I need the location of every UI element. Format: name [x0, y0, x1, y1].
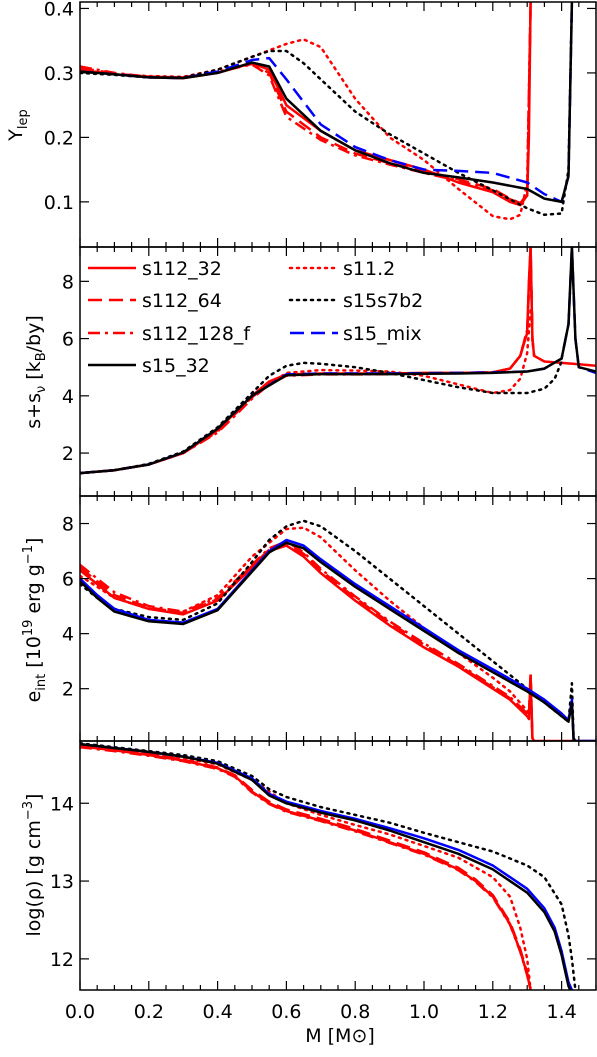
- legend-label-s112_64: s112_64: [142, 290, 222, 312]
- series-entropy-s15s7b2: [80, 360, 563, 475]
- ytick-labels-energy: 2 4 6 8: [62, 514, 74, 701]
- legend-label-s15s7b2: s15s7b2: [343, 290, 423, 312]
- ytick-label-yleptons: 0.3: [44, 63, 74, 85]
- xlabel: M [M⊙]: [305, 1025, 375, 1047]
- series-layer-density: [80, 742, 577, 990]
- ytick-labels-density: 12 13 14: [50, 793, 74, 971]
- ytick-labels-entropy: 2 4 6 8: [62, 271, 74, 465]
- panel-energy: 2 4 6 8: [62, 495, 597, 742]
- legend: s112_32 s11.2 s112_64 s15s7b2 s112_128_f s15_…: [88, 258, 423, 377]
- ytick-label-entropy: 4: [62, 386, 74, 408]
- legend-label-s11.2: s11.2: [343, 258, 395, 280]
- panel-yleptons: 0.1 0.2 0.3 0.4: [44, 0, 597, 248]
- axes-frame-density: [79, 740, 597, 991]
- series-density-s112_32: [80, 745, 532, 990]
- ytick-label-density: 13: [50, 871, 74, 893]
- series-layer-energy: [80, 519, 596, 741]
- ylabel-yleptons: Ylep: [5, 109, 31, 141]
- ytick-label-entropy: 8: [62, 271, 74, 293]
- series-layer-yleptons: [80, 2, 574, 221]
- series-energy-s112_128_f: [80, 540, 534, 739]
- series-yleptons-s11.2: [80, 2, 532, 221]
- series-energy-s112_64: [80, 541, 534, 739]
- series-yleptons-s15_mix: [80, 2, 574, 204]
- xtick-label: 0.2: [134, 1001, 164, 1023]
- series-entropy-s15_32: [80, 247, 596, 475]
- xtick-label: 0.4: [202, 1001, 232, 1023]
- xtick-labels: 0.0 0.2 0.4 0.6 0.8 1.0 1.2 1.4: [65, 1001, 577, 1023]
- legend-label-s15_32: s15_32: [142, 355, 210, 377]
- series-yleptons-s112_128_f: [80, 2, 532, 206]
- ylabel-entropy: s+sν [kB/by]: [23, 315, 49, 429]
- series-density-s112_128_f: [80, 745, 532, 990]
- ytick-label-yleptons: 0.1: [44, 192, 74, 214]
- axes-frame-yleptons: [79, 1, 597, 248]
- series-density-s15_32: [80, 742, 572, 990]
- xtick-label: 1.0: [409, 1001, 439, 1023]
- series-energy-s11.2: [80, 526, 532, 718]
- series-energy-s15_mix: [80, 538, 596, 741]
- ytick-label-entropy: 2: [62, 443, 74, 465]
- series-layer-entropy: [80, 247, 596, 475]
- ytick-label-energy: 8: [62, 514, 74, 536]
- series-energy-s15_32: [80, 541, 577, 741]
- xtick-label: 0.6: [271, 1001, 301, 1023]
- frame-yleptons: [79, 1, 597, 248]
- ytick-label-density: 14: [50, 793, 74, 815]
- ytick-label-energy: 2: [62, 679, 74, 701]
- legend-label-s112_32: s112_32: [142, 258, 222, 280]
- series-density-s11.2: [80, 743, 532, 990]
- series-energy-s15s7b2: [80, 519, 577, 741]
- ytick-label-energy: 4: [62, 624, 74, 646]
- series-density-s112_64: [80, 744, 532, 989]
- xtick-label: 1.4: [546, 1001, 576, 1023]
- series-yleptons-s112_64: [80, 2, 532, 205]
- legend-label-s15_mix: s15_mix: [343, 323, 422, 345]
- series-yleptons-s15s7b2: [80, 2, 574, 217]
- series-density-s15s7b2: [80, 742, 577, 990]
- ytick-labels-yleptons: 0.1 0.2 0.3 0.4: [44, 0, 74, 214]
- xtick-label: 0.8: [340, 1001, 370, 1023]
- ytick-label-yleptons: 0.2: [44, 127, 74, 149]
- ytick-label-yleptons: 0.4: [44, 0, 74, 20]
- xtick-label: 0.0: [65, 1001, 95, 1023]
- ytick-label-energy: 6: [62, 569, 74, 591]
- panel-entropy: 2 4 6 8: [62, 246, 597, 497]
- ylabel-density: log(ρ) [g cm−3]: [21, 794, 45, 937]
- series-yleptons-s15_32: [80, 2, 574, 204]
- panel-density: 12 13 14: [50, 740, 597, 991]
- ylabel-energy: eint [1019 erg g−1]: [21, 538, 49, 703]
- ytick-label-density: 12: [50, 949, 74, 971]
- series-density-s15_mix: [80, 742, 574, 990]
- ytick-label-entropy: 6: [62, 329, 74, 351]
- legend-label-s112_128_f: s112_128_f: [142, 323, 251, 345]
- xtick-label: 1.2: [478, 1001, 508, 1023]
- frame-density: [79, 740, 597, 991]
